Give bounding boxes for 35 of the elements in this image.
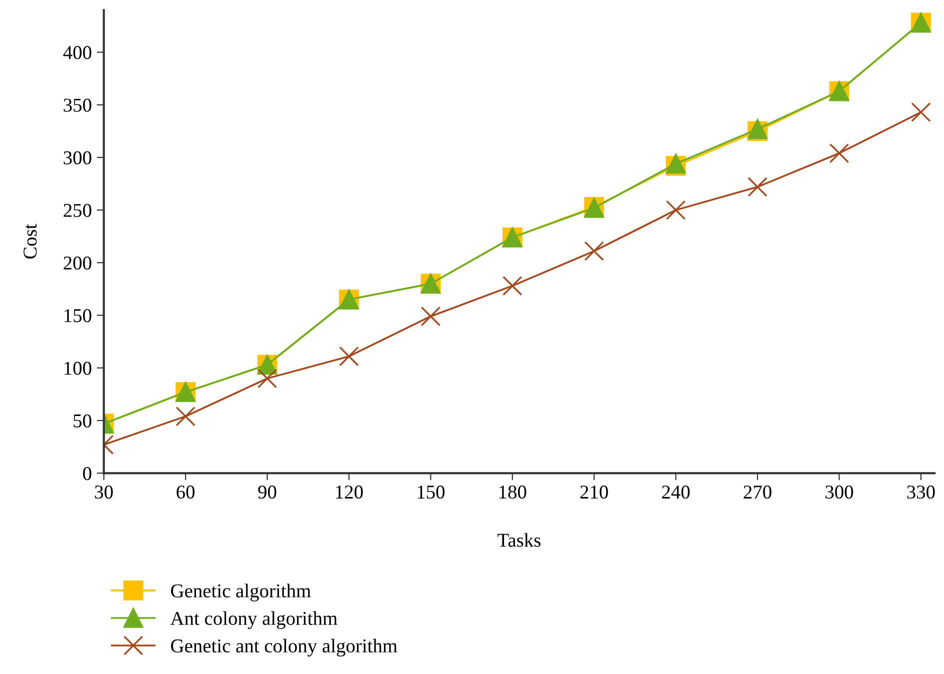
x-tick-label: 270 (744, 486, 772, 499)
point (829, 143, 850, 164)
point (339, 346, 359, 366)
y-tick-label: 150 (64, 309, 92, 322)
x-tick-label: 210 (580, 486, 608, 499)
x-tick-label: 150 (418, 486, 445, 499)
point (502, 276, 522, 296)
point (666, 200, 686, 220)
y-axis-title: Cost (24, 224, 37, 259)
legend-label: Genetic ant colony algorithm (171, 638, 398, 656)
point (584, 241, 604, 261)
x-tick-label: 330 (907, 486, 935, 499)
x-tick-label: 120 (336, 486, 363, 499)
x-tick-label: 180 (500, 486, 526, 499)
point (420, 306, 441, 326)
x-tick-label: 30 (95, 486, 113, 499)
y-tick-label: 100 (64, 362, 92, 375)
y-tick-label: 50 (74, 414, 92, 428)
point (176, 406, 196, 426)
y-tick-label: 300 (64, 151, 92, 164)
point (257, 368, 278, 388)
y-tick-label: 350 (64, 98, 92, 112)
x-tick-label: 60 (176, 486, 195, 499)
x-tick-label: 300 (826, 486, 854, 499)
x-tick-label: 90 (258, 486, 276, 499)
y-tick-label: 250 (64, 204, 92, 217)
y-tick-label: 200 (64, 256, 92, 270)
legend-label: Genetic algorithm (171, 584, 311, 602)
x-tick-label: 240 (662, 486, 690, 499)
x-axis-title: Tasks (498, 533, 540, 547)
point (911, 102, 931, 122)
y-tick-label: 0 (83, 466, 92, 480)
legend-label: Ant colony algorithm (170, 611, 338, 629)
point (748, 177, 768, 197)
y-tick-label: 400 (63, 46, 92, 60)
